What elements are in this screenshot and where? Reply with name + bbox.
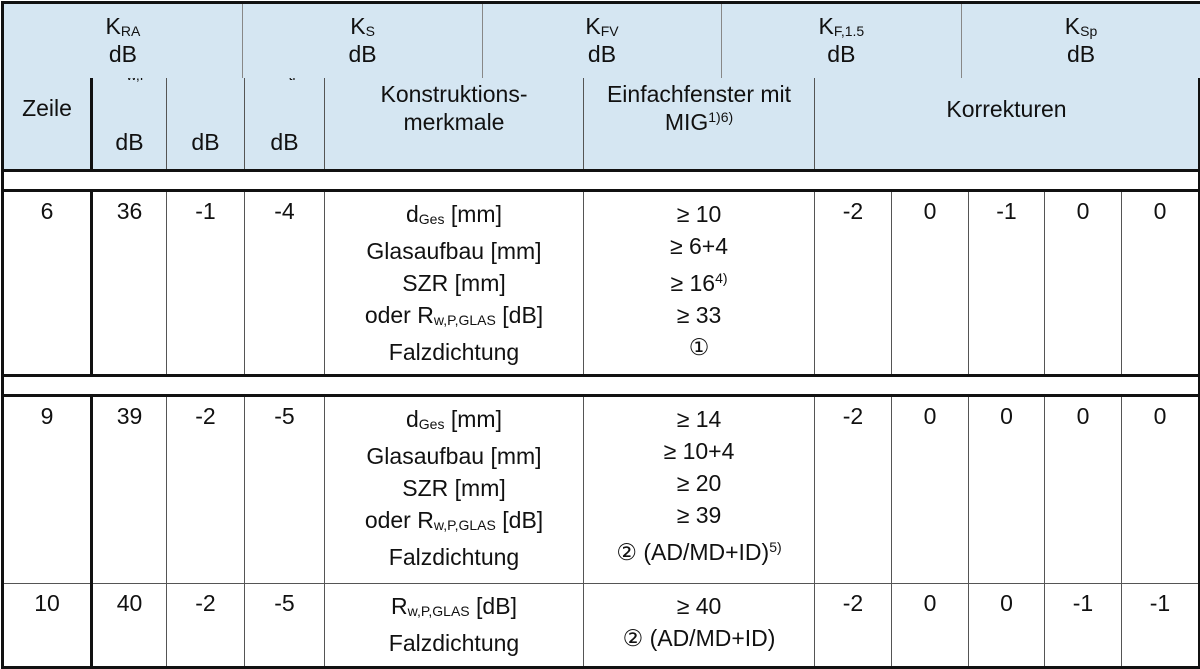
spacer-row	[2, 374, 1200, 397]
k-ra-cell: -2	[814, 190, 892, 376]
k-s-cell: 0	[891, 583, 969, 668]
k-s-cell: 0	[891, 395, 969, 584]
korrekturen-title: Korrekturen	[946, 96, 1067, 122]
header-k-f15: KF,1.5 dB	[721, 3, 962, 78]
zeile-cell: 9	[2, 395, 93, 584]
header-k-ra: KRA dB	[3, 3, 243, 78]
features-cell: dGes [mm] Glasaufbau [mm] SZR [mm] oder …	[324, 395, 584, 584]
values-cell: ≥ 14 ≥ 10+4 ≥ 20 ≥ 39 ② (AD/MD+ID)5)	[583, 395, 815, 584]
values-cell: ≥ 40 ② (AD/MD+ID)	[583, 583, 815, 668]
spacer-row	[2, 169, 1200, 192]
k-f15-cell: 0	[1044, 395, 1122, 584]
k-sp-cell: 0	[1121, 395, 1200, 584]
zeile-cell: 6	[2, 190, 93, 376]
rwp-cell: 40	[91, 583, 167, 668]
values-cell: ≥ 10 ≥ 6+4 ≥ 164) ≥ 33 ①	[583, 190, 815, 376]
c-cell: -1	[166, 190, 245, 376]
features-cell: Rw,P,GLAS [dB] Falzdichtung	[324, 583, 584, 668]
k-s-cell: 0	[891, 190, 969, 376]
seal-marker-1: ①	[688, 334, 710, 360]
column-header-row: Zeile Rw,P dB C dB Ctr dB Konstruktions-…	[2, 3, 1200, 171]
rwp-cell: 36	[91, 190, 167, 376]
k-sp-cell: 0	[1121, 190, 1200, 376]
header-k-sp: KSp dB	[960, 3, 1200, 78]
k-fv-cell: -1	[968, 190, 1045, 376]
rwp-cell: 39	[91, 395, 167, 584]
k-fv-cell: 0	[968, 583, 1045, 668]
k-ra-cell: -2	[814, 583, 892, 668]
ctr-cell: -5	[244, 395, 325, 584]
ctr-cell: -5	[244, 583, 325, 668]
seal-marker-2: ② (AD/MD+ID)	[616, 539, 770, 565]
table-row: 6 36 -1 -4 dGes [mm] Glasaufbau [mm] SZR…	[2, 190, 1200, 376]
header-k-s: KS dB	[242, 3, 483, 78]
c-cell: -2	[166, 583, 245, 668]
ctr-cell: -4	[244, 190, 325, 376]
c-cell: -2	[166, 395, 245, 584]
features-cell: dGes [mm] Glasaufbau [mm] SZR [mm] oder …	[324, 190, 584, 376]
k-f15-cell: -1	[1044, 583, 1122, 668]
seal-marker-2: ② (AD/MD+ID)	[622, 625, 776, 651]
zeile-cell: 10	[2, 583, 93, 668]
k-sp-cell: -1	[1121, 583, 1200, 668]
table-row: 10 40 -2 -5 Rw,P,GLAS [dB] Falzdichtung …	[2, 583, 1200, 668]
table-row: 9 39 -2 -5 dGes [mm] Glasaufbau [mm] SZR…	[2, 395, 1200, 584]
header-k-fv: KFV dB	[481, 3, 722, 78]
k-fv-cell: 0	[968, 395, 1045, 584]
k-ra-cell: -2	[814, 395, 892, 584]
k-f15-cell: 0	[1044, 190, 1122, 376]
header-korrekturen: Korrekturen KRA dB KS dB KFV dB KF,1.5 dB KS…	[3, 3, 1200, 171]
